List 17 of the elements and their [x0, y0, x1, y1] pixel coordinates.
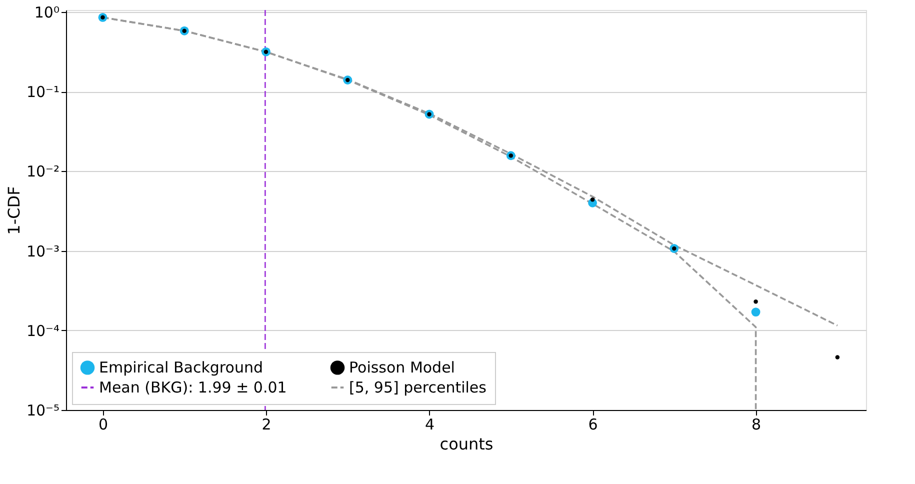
- x-axis-title: counts: [440, 434, 494, 454]
- legend-label: Empirical Background: [99, 358, 263, 377]
- x-tick-label: 6: [588, 416, 598, 434]
- y-tick-label: 10⁻⁵: [26, 402, 60, 420]
- ref-line-label: Mean (BKG): 1.99 ± 0.01: [99, 378, 287, 396]
- legend-label: Poisson Model: [349, 358, 455, 377]
- y-tick-label: 10⁰: [34, 4, 60, 22]
- x-tick-label: 4: [424, 416, 435, 434]
- y-tick-label: 10⁻²: [26, 162, 60, 181]
- x-tick-label: 0: [98, 416, 108, 434]
- x-tick-label: 2: [262, 416, 272, 434]
- y-tick-label: 10⁻³: [26, 242, 60, 260]
- y-tick-label: 10⁻⁴: [26, 322, 60, 340]
- y-tick-label: 10⁻¹: [26, 83, 60, 102]
- y-axis-title: 1-CDF: [4, 186, 24, 235]
- legend-label: [5, 95] percentiles: [349, 378, 487, 396]
- x-tick-label: 8: [752, 416, 762, 434]
